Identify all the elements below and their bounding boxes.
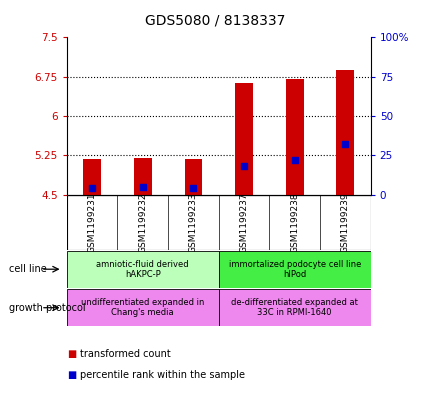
Point [291,157,298,163]
Bar [336,70,353,195]
Text: GSM1199238: GSM1199238 [289,192,298,253]
Text: cell line: cell line [9,264,46,274]
Text: GSM1199233: GSM1199233 [188,192,197,253]
Bar [235,83,252,195]
Bar [83,159,101,195]
Text: GDS5080 / 8138337: GDS5080 / 8138337 [145,14,285,28]
Text: amniotic-fluid derived
hAKPC-P: amniotic-fluid derived hAKPC-P [96,259,189,279]
Bar [184,159,202,195]
Text: ■: ■ [67,349,76,359]
Point [89,185,95,191]
Point [139,184,146,190]
Bar [67,251,218,288]
Text: undifferentiated expanded in
Chang's media: undifferentiated expanded in Chang's med… [81,298,204,318]
Point [240,163,247,169]
Text: GSM1199237: GSM1199237 [239,192,248,253]
Bar [67,289,218,326]
Bar [285,79,303,195]
Text: de-differentiated expanded at
33C in RPMI-1640: de-differentiated expanded at 33C in RPM… [231,298,357,318]
Text: percentile rank within the sample: percentile rank within the sample [80,370,244,380]
Text: growth protocol: growth protocol [9,303,85,313]
Point [341,141,348,147]
Bar [218,289,370,326]
Bar [218,251,370,288]
Text: GSM1199232: GSM1199232 [138,192,147,253]
Bar [134,158,151,195]
Text: transformed count: transformed count [80,349,170,359]
Text: GSM1199239: GSM1199239 [340,192,349,253]
Text: immortalized podocyte cell line
hIPod: immortalized podocyte cell line hIPod [228,259,360,279]
Text: GSM1199231: GSM1199231 [87,192,96,253]
Text: ■: ■ [67,370,76,380]
Point [190,185,197,191]
